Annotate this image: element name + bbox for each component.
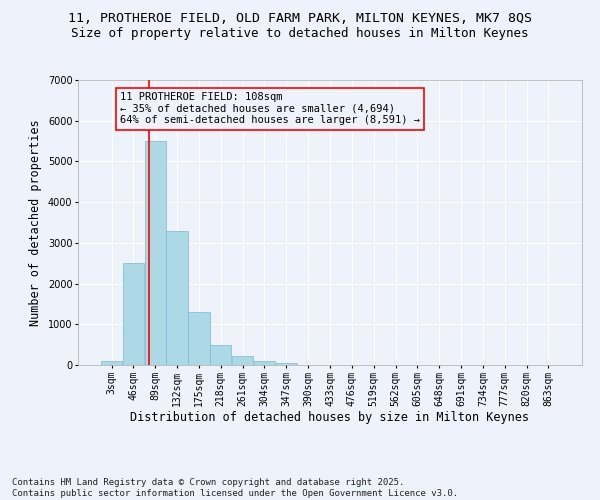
Text: 11, PROTHEROE FIELD, OLD FARM PARK, MILTON KEYNES, MK7 8QS: 11, PROTHEROE FIELD, OLD FARM PARK, MILT… [68, 12, 532, 26]
Text: Size of property relative to detached houses in Milton Keynes: Size of property relative to detached ho… [71, 28, 529, 40]
Text: Contains HM Land Registry data © Crown copyright and database right 2025.
Contai: Contains HM Land Registry data © Crown c… [12, 478, 458, 498]
Bar [276, 362, 297, 365]
Bar [188, 312, 209, 365]
Bar [101, 361, 122, 365]
Bar [254, 361, 275, 365]
Bar [166, 230, 188, 365]
Bar [210, 346, 232, 365]
Y-axis label: Number of detached properties: Number of detached properties [29, 119, 42, 326]
X-axis label: Distribution of detached houses by size in Milton Keynes: Distribution of detached houses by size … [131, 412, 530, 424]
Text: 11 PROTHEROE FIELD: 108sqm
← 35% of detached houses are smaller (4,694)
64% of s: 11 PROTHEROE FIELD: 108sqm ← 35% of deta… [120, 92, 420, 126]
Bar [145, 141, 166, 365]
Bar [123, 263, 144, 365]
Bar [232, 356, 253, 365]
